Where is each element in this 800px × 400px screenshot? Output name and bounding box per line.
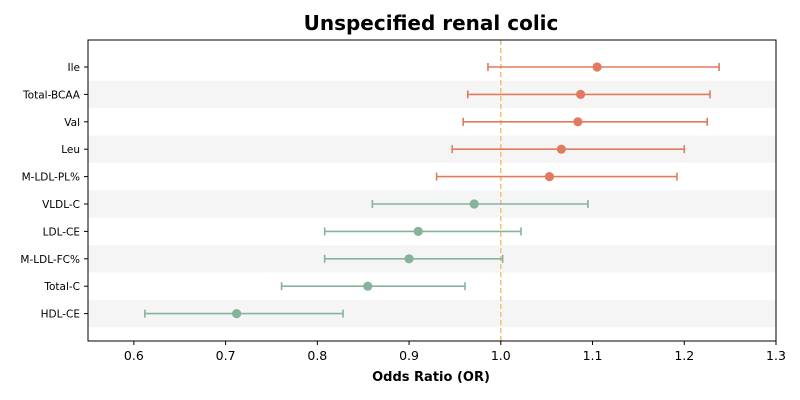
point-estimate (413, 226, 423, 236)
y-tick-label: M-LDL-FC% (20, 254, 80, 266)
x-tick-label: 1.2 (674, 348, 694, 363)
y-tick-label: Total-C (43, 281, 80, 293)
plot-frame (87, 39, 777, 342)
point-estimate (232, 309, 242, 319)
x-tick-label: 1.3 (766, 348, 786, 363)
x-tick-label: 0.9 (399, 348, 419, 363)
point-estimate (469, 199, 479, 209)
x-axis-ticks: 0.6 0.7 0.8 0.9 1.0 1.1 1.2 1.3 (124, 341, 786, 363)
x-axis-label: Odds Ratio (OR) (372, 370, 490, 385)
y-tick-label: HDL-CE (41, 309, 80, 321)
data-row (280, 281, 466, 291)
x-tick-label: 0.8 (307, 348, 327, 363)
y-tick-label: VLDL-C (42, 199, 80, 211)
data-row (435, 172, 678, 182)
data-row (487, 62, 720, 72)
point-estimate (573, 117, 583, 127)
x-tick-label: 1.1 (583, 348, 603, 363)
data-row (451, 144, 686, 154)
point-estimate (363, 281, 373, 291)
data-row (371, 199, 589, 209)
y-tick-label: Leu (61, 144, 80, 156)
x-tick-label: 0.6 (124, 348, 144, 363)
data-row (323, 226, 522, 236)
point-estimate (544, 172, 555, 182)
y-axis-ticks: Ile Total-BCAA Val Leu M-LDL-PL% VLDL-C LDL-CE… (20, 62, 88, 321)
y-tick-label: Val (64, 117, 80, 129)
data-row (323, 254, 504, 264)
chart-title: Unspecified renal colic (304, 11, 559, 35)
data-row (144, 309, 344, 319)
data-row (462, 117, 709, 127)
x-tick-label: 0.7 (216, 348, 236, 363)
point-estimate (404, 254, 414, 264)
data-rows (144, 62, 720, 319)
point-estimate (592, 62, 602, 72)
data-row (466, 89, 711, 99)
y-tick-label: LDL-CE (43, 226, 80, 238)
x-tick-label: 1.0 (491, 348, 511, 363)
y-tick-label: Total-BCAA (22, 89, 81, 101)
y-tick-label: M-LDL-PL% (22, 172, 80, 184)
y-tick-label: Ile (68, 62, 80, 74)
point-estimate (576, 89, 586, 99)
point-estimate (556, 144, 566, 154)
